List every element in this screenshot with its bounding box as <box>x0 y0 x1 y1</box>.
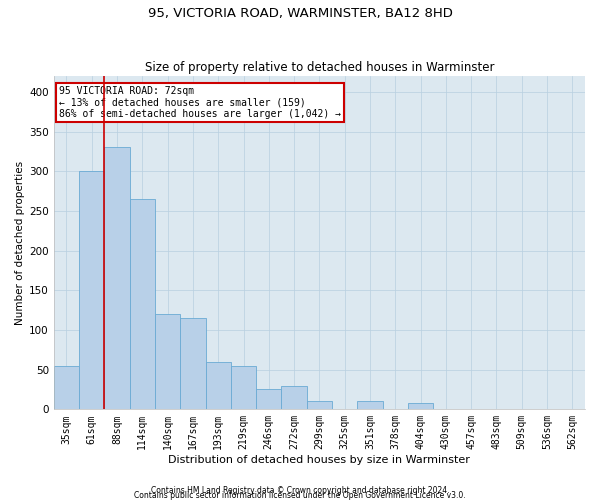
Title: Size of property relative to detached houses in Warminster: Size of property relative to detached ho… <box>145 60 494 74</box>
Bar <box>408 403 433 409</box>
Text: 95 VICTORIA ROAD: 72sqm
← 13% of detached houses are smaller (159)
86% of semi-d: 95 VICTORIA ROAD: 72sqm ← 13% of detache… <box>59 86 341 120</box>
Bar <box>307 402 332 409</box>
Bar <box>358 402 383 409</box>
Bar <box>180 318 206 410</box>
Bar <box>130 199 155 410</box>
Text: 95, VICTORIA ROAD, WARMINSTER, BA12 8HD: 95, VICTORIA ROAD, WARMINSTER, BA12 8HD <box>148 8 452 20</box>
Bar <box>155 314 180 410</box>
Bar <box>104 148 130 410</box>
Bar <box>281 386 307 409</box>
Bar <box>231 366 256 410</box>
Y-axis label: Number of detached properties: Number of detached properties <box>15 160 25 325</box>
Bar <box>256 390 281 409</box>
Text: Contains public sector information licensed under the Open Government Licence v3: Contains public sector information licen… <box>134 490 466 500</box>
X-axis label: Distribution of detached houses by size in Warminster: Distribution of detached houses by size … <box>169 455 470 465</box>
Text: Contains HM Land Registry data © Crown copyright and database right 2024.: Contains HM Land Registry data © Crown c… <box>151 486 449 495</box>
Bar <box>206 362 231 410</box>
Bar <box>79 172 104 410</box>
Bar <box>54 366 79 410</box>
